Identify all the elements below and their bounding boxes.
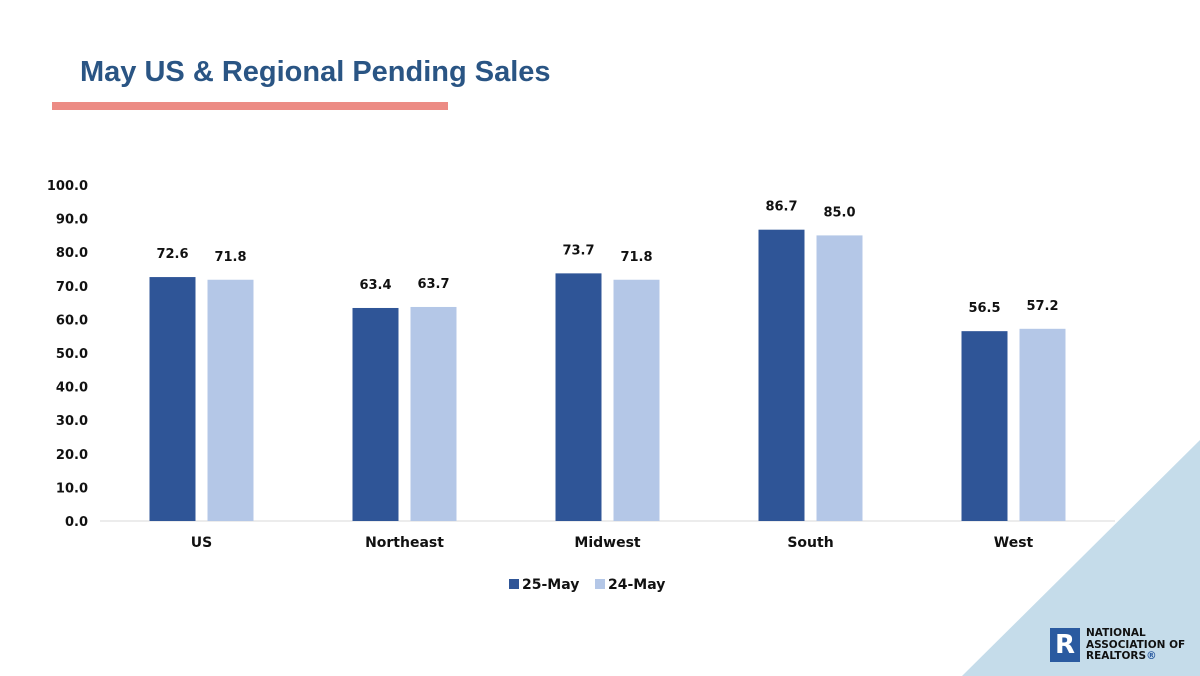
- logo-line-1: NATIONAL: [1086, 627, 1146, 639]
- data-label: 71.8: [214, 250, 246, 265]
- data-label: 56.5: [968, 301, 1000, 316]
- bar: [352, 307, 399, 521]
- legend-swatch: [509, 579, 519, 589]
- legend-swatch: [595, 579, 605, 589]
- realtor-r-icon: R: [1050, 628, 1080, 663]
- y-tick-label: 30.0: [56, 414, 88, 429]
- x-tick-label: US: [191, 535, 212, 551]
- bar: [1019, 328, 1066, 521]
- x-tick-label: South: [787, 535, 833, 551]
- bar: [410, 306, 457, 521]
- bar: [149, 277, 196, 521]
- x-tick-label: Midwest: [574, 535, 641, 551]
- y-tick-label: 100.0: [47, 179, 88, 194]
- bar: [613, 279, 660, 521]
- bar: [816, 235, 863, 521]
- registered-mark: ®: [1146, 650, 1157, 662]
- legend-label: 24-May: [608, 577, 665, 593]
- data-label: 71.8: [620, 250, 652, 265]
- bar: [758, 229, 805, 522]
- legend-label: 25-May: [522, 577, 579, 593]
- nar-logo: R NATIONAL ASSOCIATION OF REALTORS®: [1050, 627, 1186, 663]
- y-tick-label: 10.0: [56, 481, 88, 496]
- x-tick-label: West: [994, 535, 1034, 551]
- nar-logo-text: NATIONAL ASSOCIATION OF REALTORS®: [1086, 627, 1186, 663]
- bar: [961, 331, 1008, 521]
- y-tick-label: 80.0: [56, 246, 88, 261]
- y-tick-label: 50.0: [56, 347, 88, 362]
- y-tick-label: 40.0: [56, 381, 88, 396]
- y-tick-label: 70.0: [56, 280, 88, 295]
- x-tick-label: Northeast: [365, 535, 444, 551]
- y-tick-label: 60.0: [56, 313, 88, 328]
- logo-line-2: ASSOCIATION OF: [1086, 638, 1186, 651]
- data-label: 85.0: [823, 205, 855, 220]
- bar: [207, 279, 254, 521]
- data-label: 86.7: [765, 200, 797, 215]
- y-tick-label: 90.0: [56, 213, 88, 228]
- title-underline: [52, 102, 448, 110]
- slide-title: May US & Regional Pending Sales: [80, 56, 551, 88]
- data-label: 57.2: [1026, 299, 1058, 314]
- bar: [555, 273, 602, 521]
- y-tick-label: 0.0: [65, 515, 88, 530]
- data-label: 63.7: [417, 277, 449, 292]
- data-label: 63.4: [359, 278, 391, 293]
- data-label: 72.6: [156, 247, 188, 262]
- y-tick-label: 20.0: [56, 448, 88, 463]
- data-label: 73.7: [562, 243, 594, 258]
- logo-line-3: REALTORS: [1086, 650, 1147, 662]
